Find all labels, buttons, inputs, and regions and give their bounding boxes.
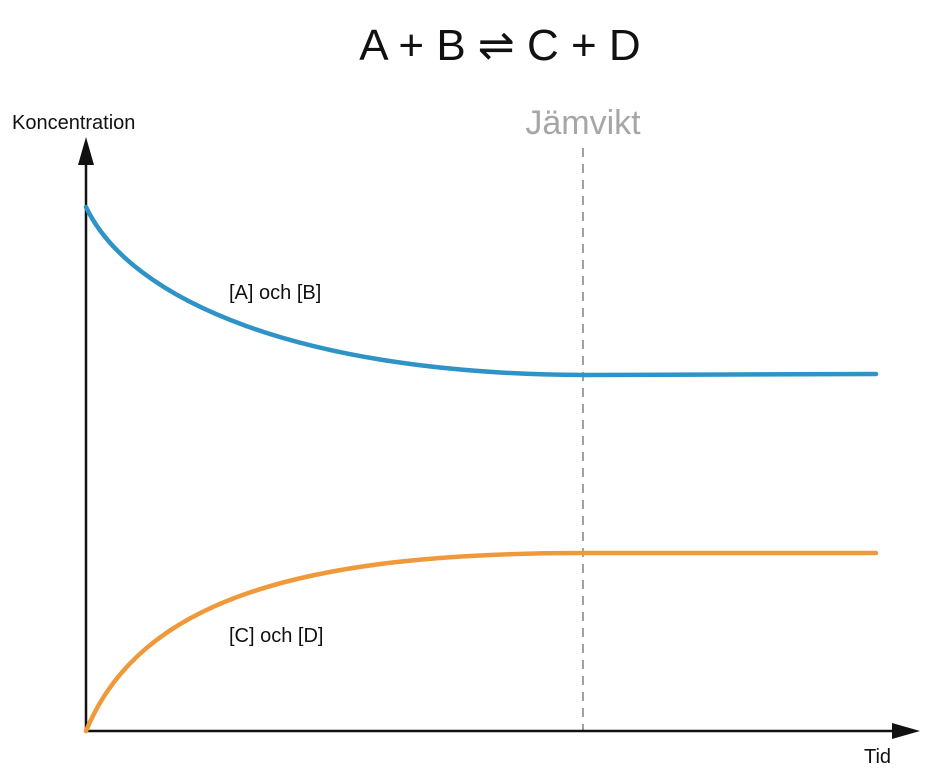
reactant-curve: [83, 204, 879, 378]
title: A + B ⇌ C + D: [359, 21, 640, 70]
product-curve: [83, 550, 879, 734]
x-axis-arrow: [892, 723, 920, 739]
y-axis-arrow: [78, 137, 94, 165]
x-axis-label: Tid: [864, 746, 891, 768]
equilibrium-label: Jämvikt: [525, 104, 641, 142]
product-label: [C] och [D]: [229, 625, 323, 647]
reactant-label: [A] och [B]: [229, 282, 321, 304]
y-axis-label: Koncentration: [12, 112, 135, 134]
